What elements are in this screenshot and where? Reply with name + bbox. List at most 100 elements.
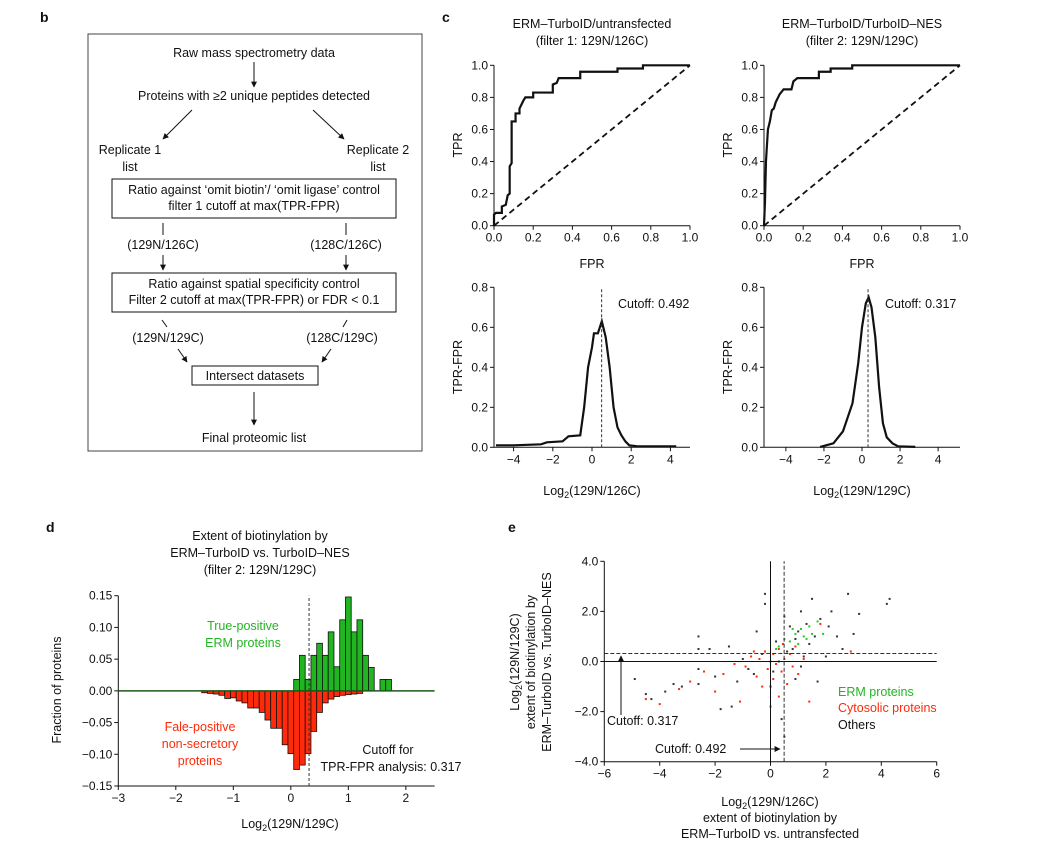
y-tick-label: 4.0 <box>582 554 599 568</box>
scatter-point <box>727 645 730 648</box>
filter-1-box <box>111 178 397 219</box>
y-tick-label: 1.0 <box>741 58 758 72</box>
scatter-point <box>791 647 794 650</box>
panel-label-d: d <box>46 519 55 535</box>
x-tick-label: 6 <box>933 767 940 781</box>
scatter-point <box>822 632 825 635</box>
x-tick-label: 0 <box>589 452 596 466</box>
false-positive-bar <box>299 690 306 766</box>
x-tick-label: 2 <box>823 767 830 781</box>
scatter-point <box>678 688 681 691</box>
scatter-point <box>750 655 753 658</box>
scatter-point <box>805 622 808 625</box>
true-positive-label: ERM proteins <box>205 636 281 650</box>
scatter-point <box>777 645 780 648</box>
curve-line <box>819 294 916 448</box>
true-positive-bar <box>322 654 329 692</box>
scatter-point <box>852 632 855 635</box>
scatter-point <box>811 597 814 600</box>
scatter-cutoff-y-label: Cutoff: 0.317 <box>607 714 678 728</box>
x-tick-label: 1.0 <box>682 231 699 245</box>
scatter-point <box>744 665 747 668</box>
hist-plot: −3 −2 −1 0 1 2 −0.15 −0.10 −0.05 0.00 0.05 0.10 0.15 <box>82 589 435 805</box>
y-tick-label: 0.2 <box>741 187 758 201</box>
roc2-xlabel: FPR <box>850 257 875 271</box>
curve-line <box>495 317 677 448</box>
x-tick-label: 0.0 <box>756 231 773 245</box>
scatter-point <box>755 675 758 678</box>
scatter-point <box>730 705 733 708</box>
legend-cytosolic-proteins: Cytosolic proteins <box>838 701 937 715</box>
y-tick-label: 0.2 <box>471 187 488 201</box>
x-tick-label: 0.8 <box>642 231 659 245</box>
scatter-point <box>808 642 811 645</box>
scatter-xlabel: Log2(129N/126C) <box>721 795 818 811</box>
x-tick-label: 0.4 <box>564 231 581 245</box>
scatter-plot: −6 −4 −2 0 2 4 6 −4.0 −2.0 0.0 2.0 4.0 <box>575 554 941 780</box>
true-positive-label: True-positive <box>207 619 279 633</box>
scatter-xlabel-line2: extent of biotinylation by <box>703 811 838 825</box>
scatter-ylabel-line3: ERM–TurboID vs. TurboID–NES <box>540 572 554 751</box>
true-positive-bar <box>310 654 318 692</box>
flowchart-frame <box>87 33 423 452</box>
x-tick-label: −6 <box>597 767 611 781</box>
scatter-point <box>752 650 755 653</box>
scatter-point <box>680 685 683 688</box>
x-tick-label: 0.2 <box>525 231 542 245</box>
scatter-point <box>799 627 802 630</box>
x-tick-label: −4 <box>653 767 667 781</box>
roc2-title-line2: (filter 2: 129N/129C) <box>806 34 919 48</box>
scatter-point <box>830 610 833 613</box>
scatter-point <box>816 620 819 623</box>
replicate-1-label: Replicate 1 <box>99 143 162 157</box>
scatter-xlabel-line3: ERM–TurboID vs. untransfected <box>681 827 859 841</box>
scatter-point <box>824 655 827 658</box>
ratio-128c-129c: (128C/129C) <box>306 331 378 345</box>
tprfpr2-plot: −4 −2 0 2 4 0.0 0.2 0.4 0.6 0.8 <box>741 280 960 466</box>
x-tick-label: −2 <box>708 767 722 781</box>
connector <box>342 319 348 328</box>
scatter-point <box>794 637 797 640</box>
scatter-point <box>827 625 830 628</box>
x-tick-label: −4 <box>507 452 521 466</box>
scatter-cutoff-x-label: Cutoff: 0.492 <box>655 742 726 756</box>
scatter-point <box>802 657 805 660</box>
scatter-point <box>697 635 700 638</box>
y-tick-label: −4.0 <box>575 755 599 769</box>
true-positive-bar <box>350 631 358 692</box>
arrow <box>162 109 193 140</box>
false-positive-bar <box>304 690 312 755</box>
x-tick-label: 1 <box>345 791 352 805</box>
flowchart: Raw mass spectrometry data Proteins with… <box>87 33 423 452</box>
scatter-point <box>697 683 700 686</box>
roc1-title-line2: (filter 1: 129N/126C) <box>536 34 649 48</box>
replicate-1-list-label: list <box>122 160 138 174</box>
y-tick-label: 0.00 <box>89 684 113 698</box>
true-positive-bar <box>327 631 335 692</box>
scatter-point <box>714 675 717 678</box>
x-tick-label: 0.2 <box>795 231 812 245</box>
scatter-point <box>755 630 758 633</box>
ratio-129n-126c: (129N/126C) <box>127 238 199 252</box>
scatter-point <box>777 647 780 650</box>
filter-2-cutoff-text: Filter 2 cutoff at max(TPR-FPR) or FDR <… <box>129 293 380 307</box>
true-positive-bar <box>293 679 300 692</box>
scatter-point <box>786 683 789 686</box>
false-positive-bar <box>322 690 329 704</box>
true-positive-bar <box>339 619 346 692</box>
scatter-point <box>758 657 761 660</box>
scatter-point <box>644 693 647 696</box>
true-positive-bar <box>356 619 364 692</box>
tprfpr1-cutoff-label: Cutoff: 0.492 <box>618 297 689 311</box>
tprfpr2-xlabel: Log2(129N/129C) <box>813 484 910 500</box>
true-positive-bar <box>299 654 306 692</box>
y-tick-label: 0.8 <box>471 280 488 294</box>
y-tick-label: −0.10 <box>82 747 113 761</box>
false-positive-bar <box>241 690 249 704</box>
scatter-point <box>714 690 717 693</box>
hist-title-line2: ERM–TurboID vs. TurboID–NES <box>170 546 349 560</box>
curve-line <box>762 64 960 226</box>
filter-1-cutoff-text: filter 1 cutoff at max(TPR-FPR) <box>168 199 339 213</box>
x-tick-label: −1 <box>226 791 240 805</box>
